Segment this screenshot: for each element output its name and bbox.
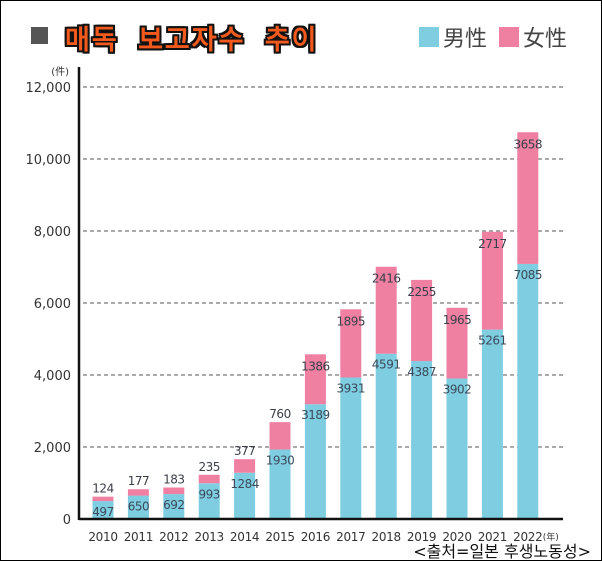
data-label-male: 4591 [372, 358, 401, 372]
data-label-male: 1930 [266, 454, 295, 468]
y-tick-label: 10,000 [26, 153, 72, 168]
bar-male [163, 494, 185, 519]
data-label-male: 3902 [443, 383, 472, 397]
x-tick-label: 2014 [230, 530, 259, 544]
data-label-female: 377 [234, 444, 255, 458]
data-label-male: 692 [163, 498, 184, 512]
data-label-female: 235 [198, 460, 219, 474]
data-label-female: 1965 [443, 313, 472, 327]
x-tick-label: 2015 [265, 530, 294, 544]
x-tick-label: 2019 [407, 530, 436, 544]
bar-male [127, 495, 149, 519]
y-tick-label: 12,000 [26, 81, 72, 96]
chart-title: 매독 보고자수 추이 [65, 25, 319, 56]
data-label-male: 650 [128, 500, 149, 514]
bar-male [304, 404, 326, 519]
data-label-female: 177 [128, 474, 149, 488]
legend-label-female: 女性 [522, 27, 567, 52]
bar-male [269, 449, 291, 519]
x-tick-label: 2022 [513, 530, 542, 544]
bar-female [517, 132, 539, 264]
legend-swatch-male [418, 27, 439, 47]
bar-female [198, 474, 220, 484]
bar-female [375, 266, 397, 354]
data-label-female: 760 [269, 407, 290, 421]
bar-female [92, 496, 114, 502]
data-label-female: 2255 [407, 285, 436, 299]
x-tick-label: 2021 [478, 530, 507, 544]
data-label-female: 2717 [478, 237, 507, 251]
data-label-female: 2416 [372, 272, 401, 286]
x-tick-label: 2020 [442, 530, 471, 544]
bar-female [163, 487, 185, 495]
data-label-female: 1386 [301, 359, 330, 373]
source-note: <출처=일본 후생노동성> [413, 542, 591, 561]
data-label-male: 7085 [514, 268, 543, 282]
bar-female [269, 422, 291, 450]
data-label-female: 124 [92, 482, 113, 496]
bar-male [234, 472, 256, 519]
bar-female [446, 307, 468, 379]
x-tick-label: 2013 [195, 530, 224, 544]
x-tick-label: 2010 [88, 530, 117, 544]
legend-item-female: 女性 [498, 21, 567, 53]
bar-male [411, 361, 433, 519]
bar-female [481, 231, 503, 330]
bar-female [340, 309, 362, 378]
bar-female [234, 459, 256, 473]
y-unit-label: (件) [51, 66, 69, 78]
bar-male [446, 378, 468, 519]
bar-female [127, 489, 149, 496]
x-tick-label: 2017 [336, 530, 365, 544]
x-unit-label: (年) [543, 531, 559, 543]
bar-male [340, 377, 362, 519]
x-tick-label: 2016 [301, 530, 330, 544]
data-label-female: 1895 [337, 314, 366, 328]
data-label-female: 183 [163, 473, 184, 487]
legend-swatch-female [498, 27, 519, 47]
y-tick-label: 6,000 [34, 297, 71, 312]
y-tick-label: 2,000 [34, 441, 71, 456]
data-label-male: 3931 [337, 381, 366, 395]
legend-label-male: 男性 [442, 27, 487, 52]
y-tick-label: 4,000 [34, 369, 71, 384]
y-tick-label: 0 [63, 513, 71, 528]
bar-male [92, 501, 114, 519]
data-label-male: 4387 [407, 365, 436, 379]
bar-female [411, 279, 433, 362]
bar-male [481, 329, 503, 519]
x-tick-label: 2018 [372, 530, 401, 544]
data-label-male: 993 [198, 487, 219, 501]
bar-male [375, 353, 397, 519]
y-tick-label: 8,000 [34, 225, 71, 240]
bar-male [198, 483, 220, 519]
x-tick-label: 2011 [124, 530, 153, 544]
bar-male [517, 263, 539, 519]
legend-item-male: 男性 [418, 21, 487, 53]
data-label-male: 497 [92, 505, 113, 519]
data-label-female: 3658 [514, 137, 543, 151]
data-label-male: 5261 [478, 334, 507, 348]
bar-female [304, 354, 326, 405]
data-label-male: 3189 [301, 408, 330, 422]
title-marker-icon [31, 27, 48, 44]
data-label-male: 1284 [230, 477, 259, 491]
legend: 男性 女性 [413, 21, 567, 53]
x-tick-label: 2012 [159, 530, 188, 544]
